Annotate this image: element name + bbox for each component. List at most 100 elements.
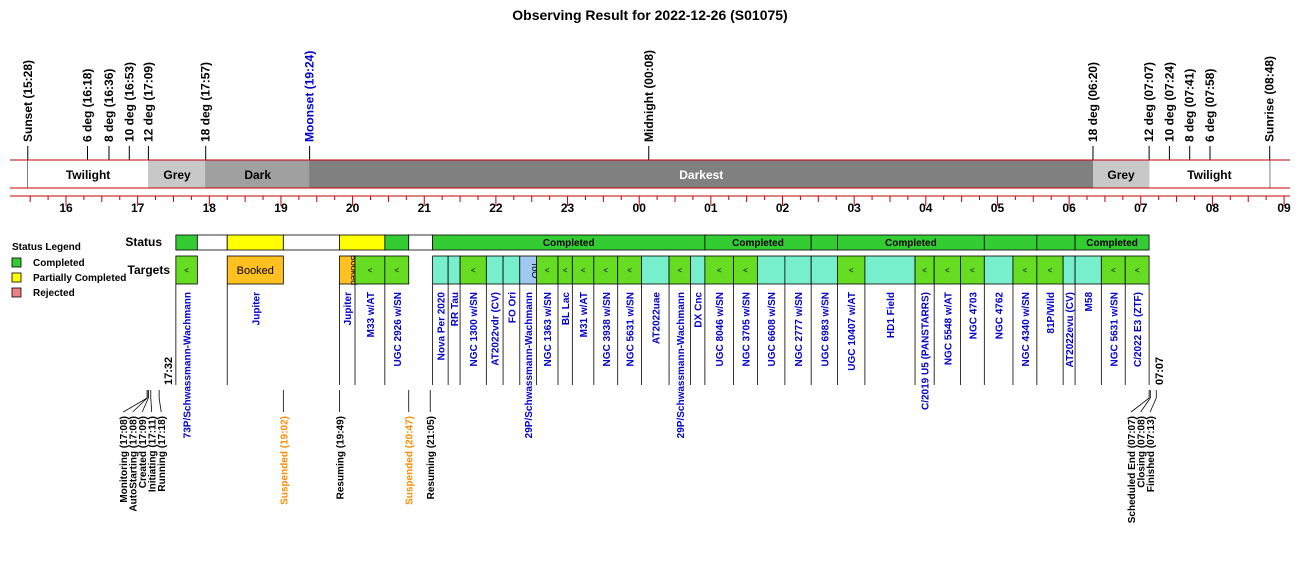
target-name: UGC 6983 w/SN <box>820 292 831 366</box>
target-mark: < <box>368 266 373 275</box>
axis-tick-label: 06 <box>1062 201 1076 215</box>
target-mark: < <box>471 266 476 275</box>
target-name: 73P/Schwassmann-Wachmann <box>183 292 194 438</box>
sky-period-band <box>205 160 310 188</box>
legend-swatch <box>11 287 22 298</box>
status-block <box>810 234 838 251</box>
target-name: NGC 1300 w/SN <box>469 292 480 366</box>
sky-period-band <box>309 160 1093 188</box>
event-label: 6 deg (16:18) <box>80 69 94 142</box>
sky-period-label: Darkest <box>679 168 723 182</box>
target-mark: < <box>849 266 854 275</box>
target-block <box>485 255 504 285</box>
target-name: M58 <box>1084 292 1095 312</box>
target-block <box>641 255 670 285</box>
target-name: AT2022uae <box>651 292 662 345</box>
target-name: BL Lac <box>561 292 572 326</box>
target-block <box>784 255 812 285</box>
target-name: M31 w/AT <box>579 292 590 337</box>
targets-row-label: Targets <box>128 263 171 277</box>
target-block <box>864 255 916 285</box>
target-block <box>1062 255 1076 285</box>
target-mark: < <box>627 266 632 275</box>
operation-label: Running (17:18) <box>157 416 168 492</box>
time-label: 17:32 <box>163 357 175 385</box>
target-name: HD1 Field <box>886 292 897 338</box>
axis-tick-label: 01 <box>704 201 718 215</box>
status-block <box>196 234 228 251</box>
target-name: UGC 6608 w/SN <box>767 292 778 366</box>
operation-markers: Monitoring (17:08)AutoStarting (17:08)Cr… <box>119 390 1157 523</box>
status-legend: Status Legend Completed Partially Complete… <box>11 242 126 299</box>
target-block <box>757 255 786 285</box>
operation-label: Created (17:09) <box>138 416 149 488</box>
axis-tick-label: 21 <box>418 201 432 215</box>
target-name: DX Cnc <box>694 292 705 328</box>
target-mark: < <box>677 266 682 275</box>
target-name: 81P/Wild <box>1046 292 1057 334</box>
target-name: UGC 8046 w/SN <box>715 292 726 366</box>
event-label: 6 deg (07:58) <box>1203 69 1217 142</box>
operation-leader <box>1149 397 1157 413</box>
target-name: AT2022evu (CV) <box>1065 292 1076 367</box>
event-markers: Sunset (15:28) 6 deg (16:18) 8 deg (16:36)… <box>21 50 1277 188</box>
operation-leader <box>1130 397 1150 413</box>
target-block <box>226 255 284 285</box>
operation-leader <box>1140 397 1151 413</box>
target-block <box>459 255 487 285</box>
axis-tick-label: 02 <box>776 201 790 215</box>
legend-item-label: Rejected <box>33 288 75 299</box>
event-label: 12 deg (07:07) <box>1142 62 1156 142</box>
axis-tick-label: 22 <box>489 201 503 215</box>
target-block <box>502 255 521 285</box>
event-label: 18 deg (06:20) <box>1086 62 1100 142</box>
axis-tick-label: 19 <box>274 201 288 215</box>
status-block <box>408 234 434 251</box>
target-mark: ToO <box>530 262 540 279</box>
target-name: Nova Per 2020 <box>436 292 447 361</box>
target-name: NGC 3938 w/SN <box>602 292 613 366</box>
target-block <box>690 255 706 285</box>
target-mark: < <box>581 266 586 275</box>
target-block <box>837 255 866 285</box>
target-name: NGC 4762 <box>995 292 1006 340</box>
event-label: 10 deg (07:24) <box>1162 62 1176 142</box>
target-mark: Booked <box>349 255 359 286</box>
axis-tick-label: 09 <box>1277 201 1291 215</box>
sky-period-label: Twilight <box>1187 168 1231 182</box>
operation-label: Closing (07:08) <box>1137 416 1148 488</box>
status-block <box>175 234 198 251</box>
sky-period-band <box>1092 160 1150 188</box>
target-mark: < <box>1135 266 1140 275</box>
axis-tick-label: 05 <box>991 201 1005 215</box>
status-block <box>1036 234 1076 251</box>
target-block <box>384 255 410 285</box>
target-block <box>432 255 449 285</box>
operation-leader <box>158 397 162 413</box>
operation-label: Monitoring (17:08) <box>119 416 130 503</box>
legend-title: Status Legend <box>12 242 81 253</box>
status-block-label: Completed <box>885 238 937 249</box>
target-name: RR Tau <box>450 292 461 326</box>
status-block <box>384 234 410 251</box>
target-name: UGC 2926 w/SN <box>393 292 404 366</box>
axis-tick-label: 18 <box>203 201 217 215</box>
event-label: 12 deg (17:09) <box>141 62 155 142</box>
status-row-label: Status <box>125 235 162 249</box>
target-mark: < <box>1048 266 1053 275</box>
status-block <box>339 234 386 251</box>
target-name: C/2022 E3 (ZTF) <box>1133 292 1144 367</box>
target-block <box>704 255 734 285</box>
target-name: NGC 2777 w/SN <box>794 292 805 366</box>
target-name: UGC 10407 w/AT <box>847 292 858 371</box>
sky-periods: Twilight Grey Dark Darkest Grey Twilight <box>10 159 1290 189</box>
status-block <box>226 234 284 251</box>
legend-swatch <box>11 257 22 268</box>
target-block <box>175 255 198 285</box>
sky-period-band <box>1149 160 1270 188</box>
axis-tick-label: 07 <box>1134 201 1148 215</box>
target-name: M33 w/AT <box>366 292 377 337</box>
target-block <box>1074 255 1102 285</box>
target-name: 29P/Schwassmann-Wachmann <box>676 292 687 438</box>
